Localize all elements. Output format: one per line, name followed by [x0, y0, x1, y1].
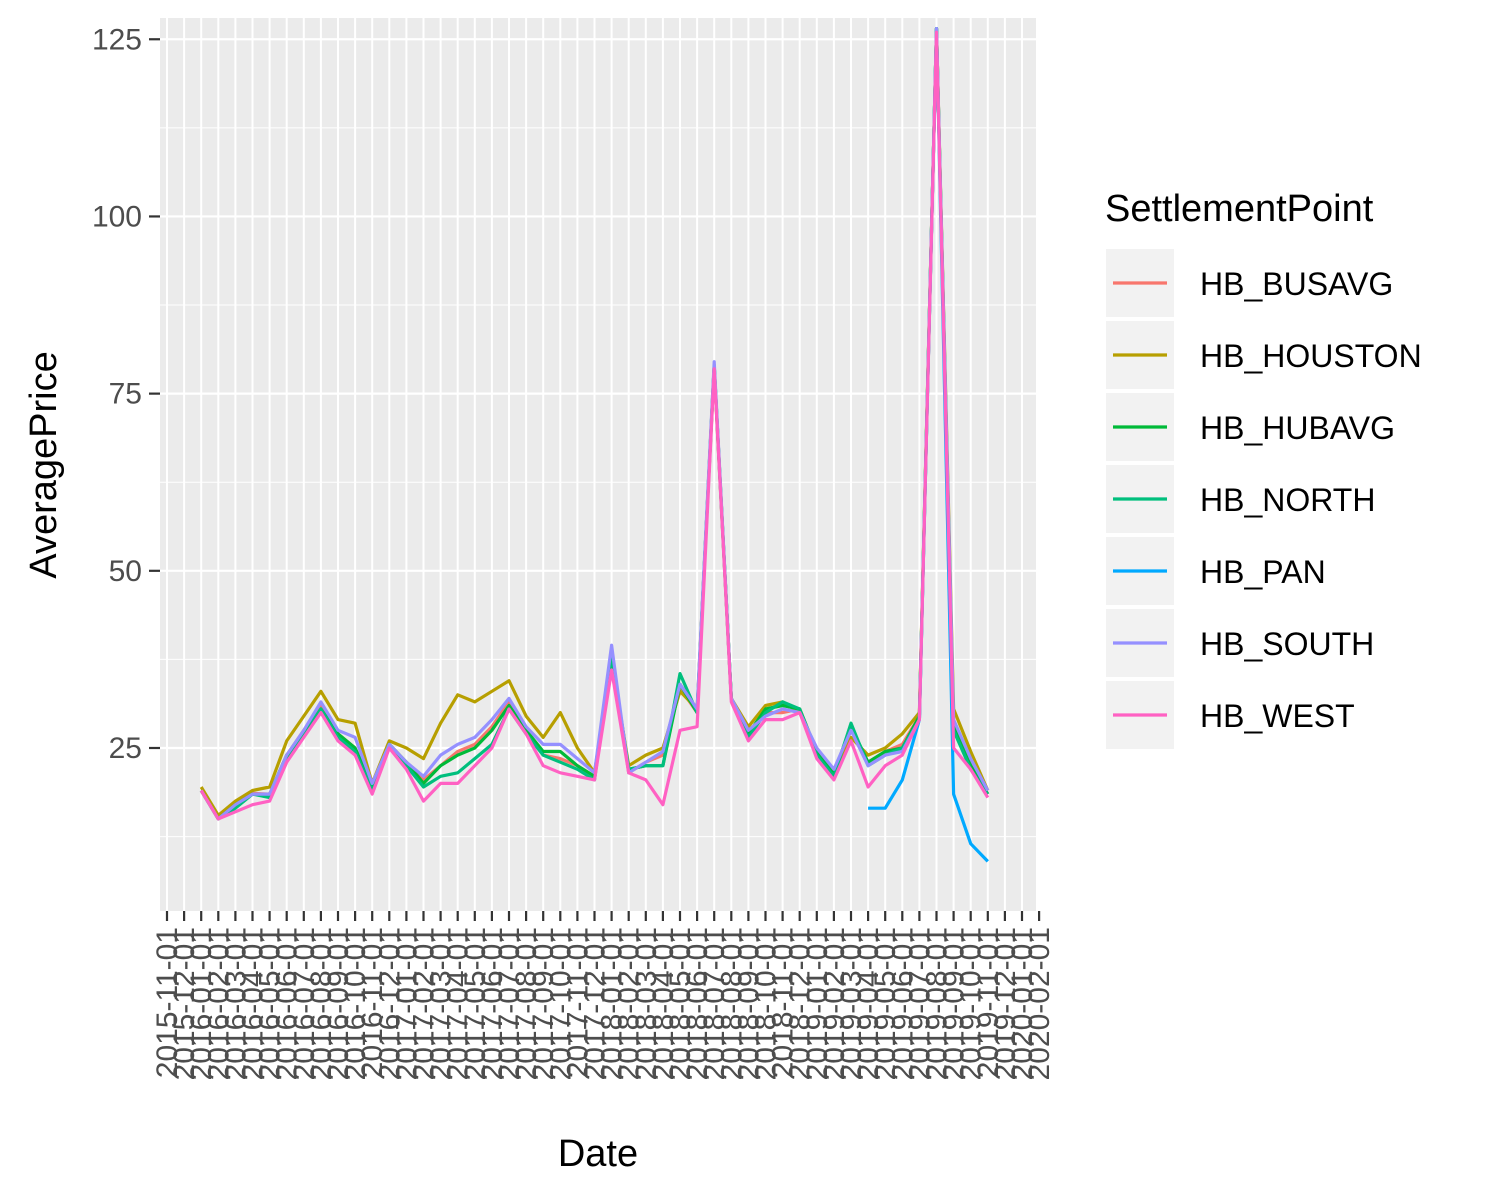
- x-tick-label: 2019-12-01: [989, 927, 1022, 1080]
- x-tick-label: 2017-04-01: [442, 927, 475, 1080]
- x-tick-label: 2016-07-01: [288, 927, 321, 1080]
- x-tick-label: 2017-12-01: [579, 927, 612, 1080]
- x-tick-label: 2018-06-01: [681, 927, 714, 1080]
- x-tick-label: 2016-04-01: [237, 927, 270, 1080]
- x-tick-label: 2019-09-01: [938, 927, 971, 1080]
- x-tick-label: 2017-11-01: [561, 927, 594, 1078]
- x-tick-label: 2017-07-01: [493, 927, 526, 1080]
- x-tick-label: 2017-10-01: [544, 927, 577, 1080]
- x-tick-label: 2018-08-01: [715, 927, 748, 1080]
- x-tick-label: 2019-05-01: [869, 927, 902, 1080]
- legend-label-hb-hubavg: HB_HUBAVG: [1200, 410, 1395, 446]
- x-tick-label: 2016-06-01: [271, 927, 304, 1080]
- legend-label-hb-north: HB_NORTH: [1200, 482, 1375, 518]
- x-tick-label: 2018-04-01: [647, 927, 680, 1080]
- x-tick-label: 2016-01-01: [185, 927, 218, 1080]
- x-tick-label: 2019-10-01: [955, 927, 988, 1080]
- x-tick-label: 2018-09-01: [732, 927, 765, 1080]
- x-tick-label: 2020-01-01: [1006, 927, 1039, 1080]
- x-tick-label: 2016-11-01: [356, 927, 389, 1078]
- y-axis: 25 50 75 100 125: [92, 23, 160, 765]
- x-tick-label: 2019-11-01: [972, 927, 1005, 1078]
- x-tick-label: 2016-08-01: [305, 927, 338, 1080]
- series-line-hb-west: [199, 30, 990, 821]
- x-tick-label: 2017-06-01: [476, 927, 509, 1080]
- series-lines: [199, 27, 990, 863]
- x-tick-label: 2019-03-01: [835, 927, 868, 1080]
- legend-label-hb-pan: HB_PAN: [1200, 554, 1326, 590]
- y-tick-label: 50: [109, 555, 142, 588]
- x-tick-label: 2016-05-01: [254, 927, 287, 1080]
- x-tick-label: 2018-11-01: [767, 927, 800, 1078]
- x-tick-label: 2018-03-01: [630, 927, 663, 1080]
- legend-label-hb-south: HB_SOUTH: [1200, 626, 1374, 662]
- legend: SettlementPoint HB_BUSAVG HB_HOUSTON HB_HU…: [1105, 188, 1422, 749]
- x-tick-label: 2017-09-01: [527, 927, 560, 1080]
- x-axis: 2015-11-012015-12-012016-01-012016-02-01…: [151, 911, 1056, 1080]
- x-tick-label: 2017-02-01: [408, 927, 441, 1080]
- x-tick-label: 2016-10-01: [339, 927, 372, 1080]
- x-tick-label: 2019-07-01: [903, 927, 936, 1080]
- legend-label-hb-west: HB_WEST: [1200, 698, 1355, 734]
- x-tick-label: 2017-01-01: [390, 927, 423, 1080]
- x-tick-label: 2019-08-01: [921, 927, 954, 1080]
- legend-title: SettlementPoint: [1105, 188, 1374, 230]
- x-tick-label: 2018-05-01: [664, 927, 697, 1080]
- x-tick-label: 2020-02-01: [1023, 927, 1056, 1080]
- x-tick-label: 2017-08-01: [510, 927, 543, 1080]
- x-tick-label: 2018-10-01: [750, 927, 783, 1080]
- grid-lines: [160, 18, 1041, 911]
- x-tick-label: 2015-11-01: [151, 927, 184, 1078]
- x-tick-label: 2019-06-01: [886, 927, 919, 1080]
- x-tick-label: 2016-03-01: [219, 927, 252, 1080]
- x-tick-label: 2019-01-01: [801, 927, 834, 1080]
- y-tick-label: 25: [109, 732, 142, 765]
- x-tick-label: 2016-12-01: [373, 927, 406, 1080]
- x-axis-title: Date: [558, 1133, 638, 1175]
- legend-label-hb-busavg: HB_BUSAVG: [1200, 266, 1393, 302]
- x-tick-label: 2018-07-01: [698, 927, 731, 1080]
- x-tick-label: 2018-01-01: [596, 927, 629, 1080]
- y-axis-title: AveragePrice: [23, 351, 65, 578]
- x-tick-label: 2019-04-01: [852, 927, 885, 1080]
- legend-label-hb-houston: HB_HOUSTON: [1200, 338, 1422, 374]
- y-tick-label: 125: [92, 23, 142, 56]
- x-tick-label: 2015-12-01: [168, 927, 201, 1080]
- x-tick-label: 2018-02-01: [613, 927, 646, 1080]
- x-tick-label: 2016-09-01: [322, 927, 355, 1080]
- x-tick-label: 2019-02-01: [818, 927, 851, 1080]
- y-tick-label: 75: [109, 378, 142, 411]
- y-tick-label: 100: [92, 200, 142, 233]
- x-tick-label: 2018-12-01: [784, 927, 817, 1080]
- x-tick-label: 2017-03-01: [425, 927, 458, 1080]
- x-tick-label: 2016-02-01: [202, 927, 235, 1080]
- x-tick-label: 2017-05-01: [459, 927, 492, 1080]
